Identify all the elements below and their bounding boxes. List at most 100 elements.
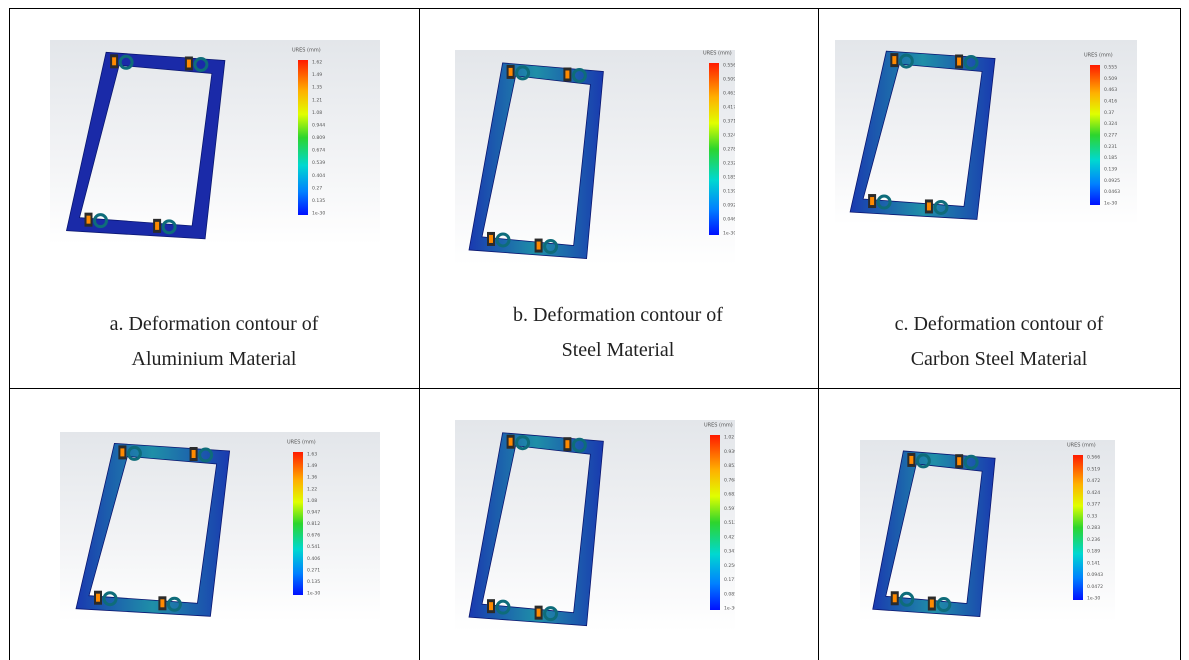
legend-label: 0.189 <box>1087 549 1100 555</box>
legend-title: URES (mm) <box>287 440 316 446</box>
bracket-hot <box>565 440 569 448</box>
legend-label: 0.371 <box>723 119 735 125</box>
bracket-hot <box>187 60 191 68</box>
colorbar <box>293 452 303 595</box>
caption-line: Carbon Steel Material <box>799 342 1189 376</box>
bracket-hot <box>120 448 124 456</box>
legend-label: 0.0943 <box>1087 572 1103 578</box>
bracket-hot <box>112 57 116 65</box>
legend-label: 0.139 <box>723 189 735 195</box>
legend-label: 0.683 <box>724 492 735 498</box>
legend-label: 0.947 <box>307 509 320 515</box>
legend-label: 1.22 <box>307 486 317 492</box>
legend-label: 0.283 <box>1087 525 1100 531</box>
legend-label: 0.341 <box>724 549 735 555</box>
legend-label: 0.271 <box>307 567 320 573</box>
legend-label: 0.377 <box>1087 502 1100 508</box>
bracket-hot <box>96 594 100 602</box>
bracket-hot <box>509 438 513 446</box>
bracket-hot <box>192 450 196 458</box>
legend-title: URES (mm) <box>1067 443 1096 449</box>
legend-label: 1.08 <box>312 110 322 116</box>
legend-label: 0.185 <box>1104 155 1117 161</box>
legend-label: 0.812 <box>307 521 320 527</box>
legend-label: 1.63 <box>307 452 317 458</box>
bracket-hot <box>927 202 931 210</box>
legend-label: 1.49 <box>312 72 322 78</box>
legend-label: 1e-30 <box>724 606 735 612</box>
contour-image: URES (mm)0.5550.5090.4630.4160.370.3240.… <box>835 40 1137 225</box>
legend-label: 0.939 <box>724 449 735 455</box>
legend-title: URES (mm) <box>704 423 733 429</box>
legend-label: 0.509 <box>1104 76 1117 82</box>
legend-label: 0.277 <box>1104 133 1117 139</box>
legend-label: 1.35 <box>312 85 322 91</box>
contour-image: URES (mm)0.5560.5090.4630.4170.3710.3240… <box>455 50 735 265</box>
bracket-hot <box>160 599 164 607</box>
legend-label: 0.555 <box>1104 65 1117 71</box>
legend-label: 0.424 <box>1087 490 1100 496</box>
legend-label: 0.404 <box>312 173 325 179</box>
legend-label: 0.0463 <box>723 217 735 223</box>
caption-line: c. Deformation contour of <box>799 307 1189 341</box>
legend-label: 0.539 <box>312 160 325 166</box>
legend-label: 0.417 <box>723 105 735 111</box>
bracket-hot <box>155 222 159 230</box>
legend-label: 0.512 <box>724 520 735 526</box>
legend-label: 0.185 <box>723 175 735 181</box>
legend-title: URES (mm) <box>703 51 732 57</box>
legend-label: 0.37 <box>1104 110 1114 116</box>
caption-line: a. Deformation contour of <box>14 307 414 341</box>
bracket-hot <box>909 456 913 464</box>
legend-label: 1.36 <box>307 475 317 481</box>
legend-label: 0.463 <box>1104 87 1117 93</box>
bracket-hot <box>489 602 493 610</box>
legend-label: 0.809 <box>312 135 325 141</box>
colorbar <box>709 63 719 235</box>
legend-label: 0.944 <box>312 122 325 128</box>
legend-label: 0.519 <box>1087 466 1100 472</box>
legend-label: 0.853 <box>724 463 735 469</box>
legend-label: 0.256 <box>724 563 735 569</box>
legend-label: 0.416 <box>1104 99 1117 105</box>
legend-label: 0.0472 <box>1087 584 1103 590</box>
legend-label: 0.236 <box>1087 537 1100 543</box>
bracket-hot <box>957 58 961 66</box>
legend-label: 1.62 <box>312 60 322 66</box>
legend-label: 0.27 <box>312 185 322 191</box>
legend-label: 1e-30 <box>307 591 320 597</box>
legend-label: 0.541 <box>307 544 320 550</box>
legend-label: 1e-30 <box>1087 596 1100 602</box>
legend-label: 1e-30 <box>1104 201 1117 207</box>
legend-label: 0.139 <box>1104 167 1117 173</box>
bracket-hot <box>893 594 897 602</box>
legend-label: 0.463 <box>723 91 735 97</box>
bracket-hot <box>565 71 569 79</box>
legend-label: 0.232 <box>723 161 735 167</box>
legend-label: 0.171 <box>724 577 735 583</box>
contour-image: URES (mm)1.020.9390.8530.7680.6830.5970.… <box>455 420 735 632</box>
legend-label: 0.231 <box>1104 144 1117 150</box>
table-border <box>9 8 10 660</box>
legend-label: 0.141 <box>1087 560 1100 566</box>
legend-label: 0.0853 <box>724 591 735 597</box>
legend-label: 1e-30 <box>312 211 325 217</box>
legend-label: 1e-30 <box>723 231 735 237</box>
legend-label: 0.472 <box>1087 478 1100 484</box>
legend-label: 0.0463 <box>1104 189 1120 195</box>
table-border <box>9 8 1181 9</box>
caption-line: b. Deformation contour of <box>418 298 818 332</box>
bracket-hot <box>509 68 513 76</box>
legend-label: 1.21 <box>312 97 322 103</box>
bracket-hot <box>930 600 934 608</box>
legend-label: 0.0925 <box>1104 178 1120 184</box>
legend-label: 1.08 <box>307 498 317 504</box>
legend-label: 1.02 <box>724 435 734 441</box>
legend-label: 0.33 <box>1087 513 1097 519</box>
bracket-hot <box>537 242 541 250</box>
legend-label: 0.566 <box>1087 455 1100 461</box>
bracket-hot <box>537 609 541 617</box>
contour-image: URES (mm)1.631.491.361.221.080.9470.8120… <box>60 432 380 622</box>
bracket-hot <box>87 216 91 224</box>
colorbar <box>710 435 720 610</box>
